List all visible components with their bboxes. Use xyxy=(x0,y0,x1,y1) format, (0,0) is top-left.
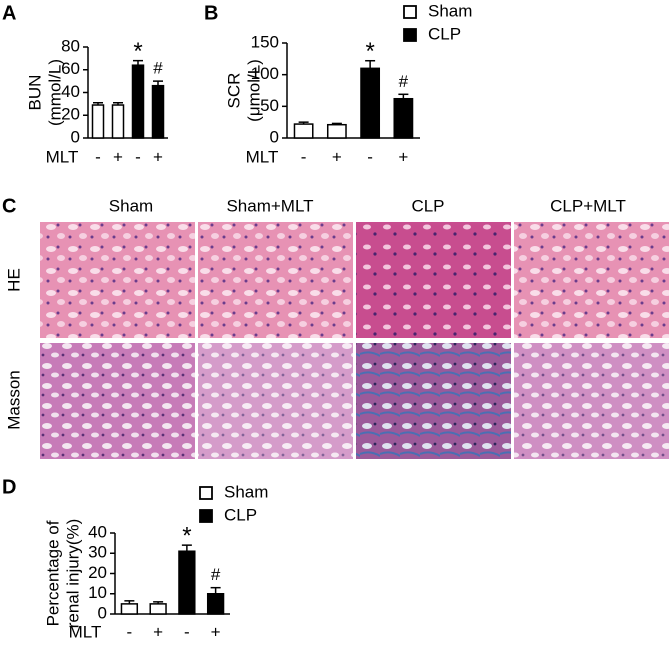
column-label: Sham+MLT xyxy=(226,196,313,215)
bar xyxy=(293,123,314,139)
error-bar xyxy=(93,101,103,106)
y-tick-label: 150 xyxy=(251,32,279,51)
error-bar xyxy=(124,600,135,604)
error-bar xyxy=(133,59,143,66)
x-row-label: MLT xyxy=(69,622,102,641)
bar xyxy=(149,603,167,615)
y-axis-label: (μmol/L) xyxy=(244,59,263,122)
column-label: Sham xyxy=(109,196,153,215)
y-axis-label: (mmol/L) xyxy=(45,59,64,126)
error-bar xyxy=(153,601,164,604)
bar xyxy=(111,104,125,139)
y-tick-label: 80 xyxy=(61,36,80,55)
x-tick-label: + xyxy=(211,622,221,641)
error-bar xyxy=(331,122,342,125)
significance-mark: # xyxy=(399,72,409,91)
bar xyxy=(326,123,347,139)
significance-mark: # xyxy=(153,59,163,78)
legend-swatch xyxy=(199,486,213,500)
bar xyxy=(360,67,381,139)
error-bar xyxy=(153,80,163,86)
x-tick-label: - xyxy=(367,147,373,166)
y-tick-label: 100 xyxy=(251,64,279,83)
micrograph xyxy=(40,343,195,459)
legend-swatch xyxy=(403,28,417,42)
legend-label: Sham xyxy=(224,482,268,501)
y-axis-label: Percentage of xyxy=(43,520,62,626)
x-tick-label: - xyxy=(301,147,307,166)
y-tick-label: 40 xyxy=(61,82,80,101)
y-tick-label: 60 xyxy=(61,59,80,78)
y-tick-label: 50 xyxy=(260,96,279,115)
error-bar xyxy=(365,59,376,69)
x-row-label: MLT xyxy=(246,147,279,166)
x-tick-label: + xyxy=(153,622,163,641)
x-tick-label: + xyxy=(113,147,123,166)
row-label: HE xyxy=(4,268,23,292)
y-tick-label: 0 xyxy=(98,603,107,622)
micrograph xyxy=(514,343,669,459)
micrographs xyxy=(40,222,669,459)
row-label: Masson xyxy=(4,370,23,430)
y-tick-label: 40 xyxy=(88,522,107,541)
panel-letter: B xyxy=(204,2,218,24)
panel-letter: A xyxy=(2,2,16,24)
bar xyxy=(151,84,165,139)
micrograph xyxy=(198,343,353,459)
panel-letter: C xyxy=(2,195,16,217)
micrograph xyxy=(40,222,195,338)
column-label: CLP xyxy=(411,196,444,215)
error-bar xyxy=(210,586,221,594)
error-bar xyxy=(113,101,123,106)
bar xyxy=(131,64,145,139)
y-tick-label: 20 xyxy=(88,563,107,582)
micrograph xyxy=(356,222,511,338)
micrograph xyxy=(514,222,669,338)
error-bar xyxy=(298,121,309,125)
panel-letter: D xyxy=(2,476,16,498)
x-row-label: MLT xyxy=(46,147,79,166)
y-tick-label: 0 xyxy=(71,127,80,146)
x-tick-label: - xyxy=(184,622,190,641)
legend-swatch xyxy=(403,5,417,19)
bar xyxy=(178,550,196,615)
error-bar xyxy=(398,93,409,99)
x-tick-label: + xyxy=(398,147,408,166)
x-tick-label: + xyxy=(332,147,342,166)
significance-mark: * xyxy=(365,38,374,65)
x-tick-label: - xyxy=(127,622,133,641)
significance-mark: * xyxy=(182,522,191,549)
y-tick-label: 20 xyxy=(61,105,80,124)
y-axis-label: SCR xyxy=(224,73,243,109)
x-tick-label: + xyxy=(153,147,163,166)
significance-mark: # xyxy=(211,565,221,584)
bar xyxy=(393,97,414,139)
legend-label: CLP xyxy=(224,505,257,524)
y-axis-label: BUN xyxy=(25,75,44,111)
legend-swatch xyxy=(199,509,213,523)
x-tick-label: - xyxy=(135,147,141,166)
column-label: CLP+MLT xyxy=(550,196,626,215)
y-tick-label: 10 xyxy=(88,583,107,602)
x-tick-label: - xyxy=(95,147,101,166)
bar xyxy=(120,603,139,615)
micrograph xyxy=(198,222,353,338)
significance-mark: * xyxy=(133,38,142,65)
y-axis-label: renal injury(%) xyxy=(63,519,82,629)
legend-label: CLP xyxy=(428,24,461,43)
bar xyxy=(91,104,105,139)
y-tick-label: 30 xyxy=(88,543,107,562)
bar xyxy=(206,593,225,615)
micrograph xyxy=(356,343,511,459)
y-tick-label: 0 xyxy=(270,127,279,146)
error-bar xyxy=(181,544,192,552)
legend-label: Sham xyxy=(428,1,472,20)
